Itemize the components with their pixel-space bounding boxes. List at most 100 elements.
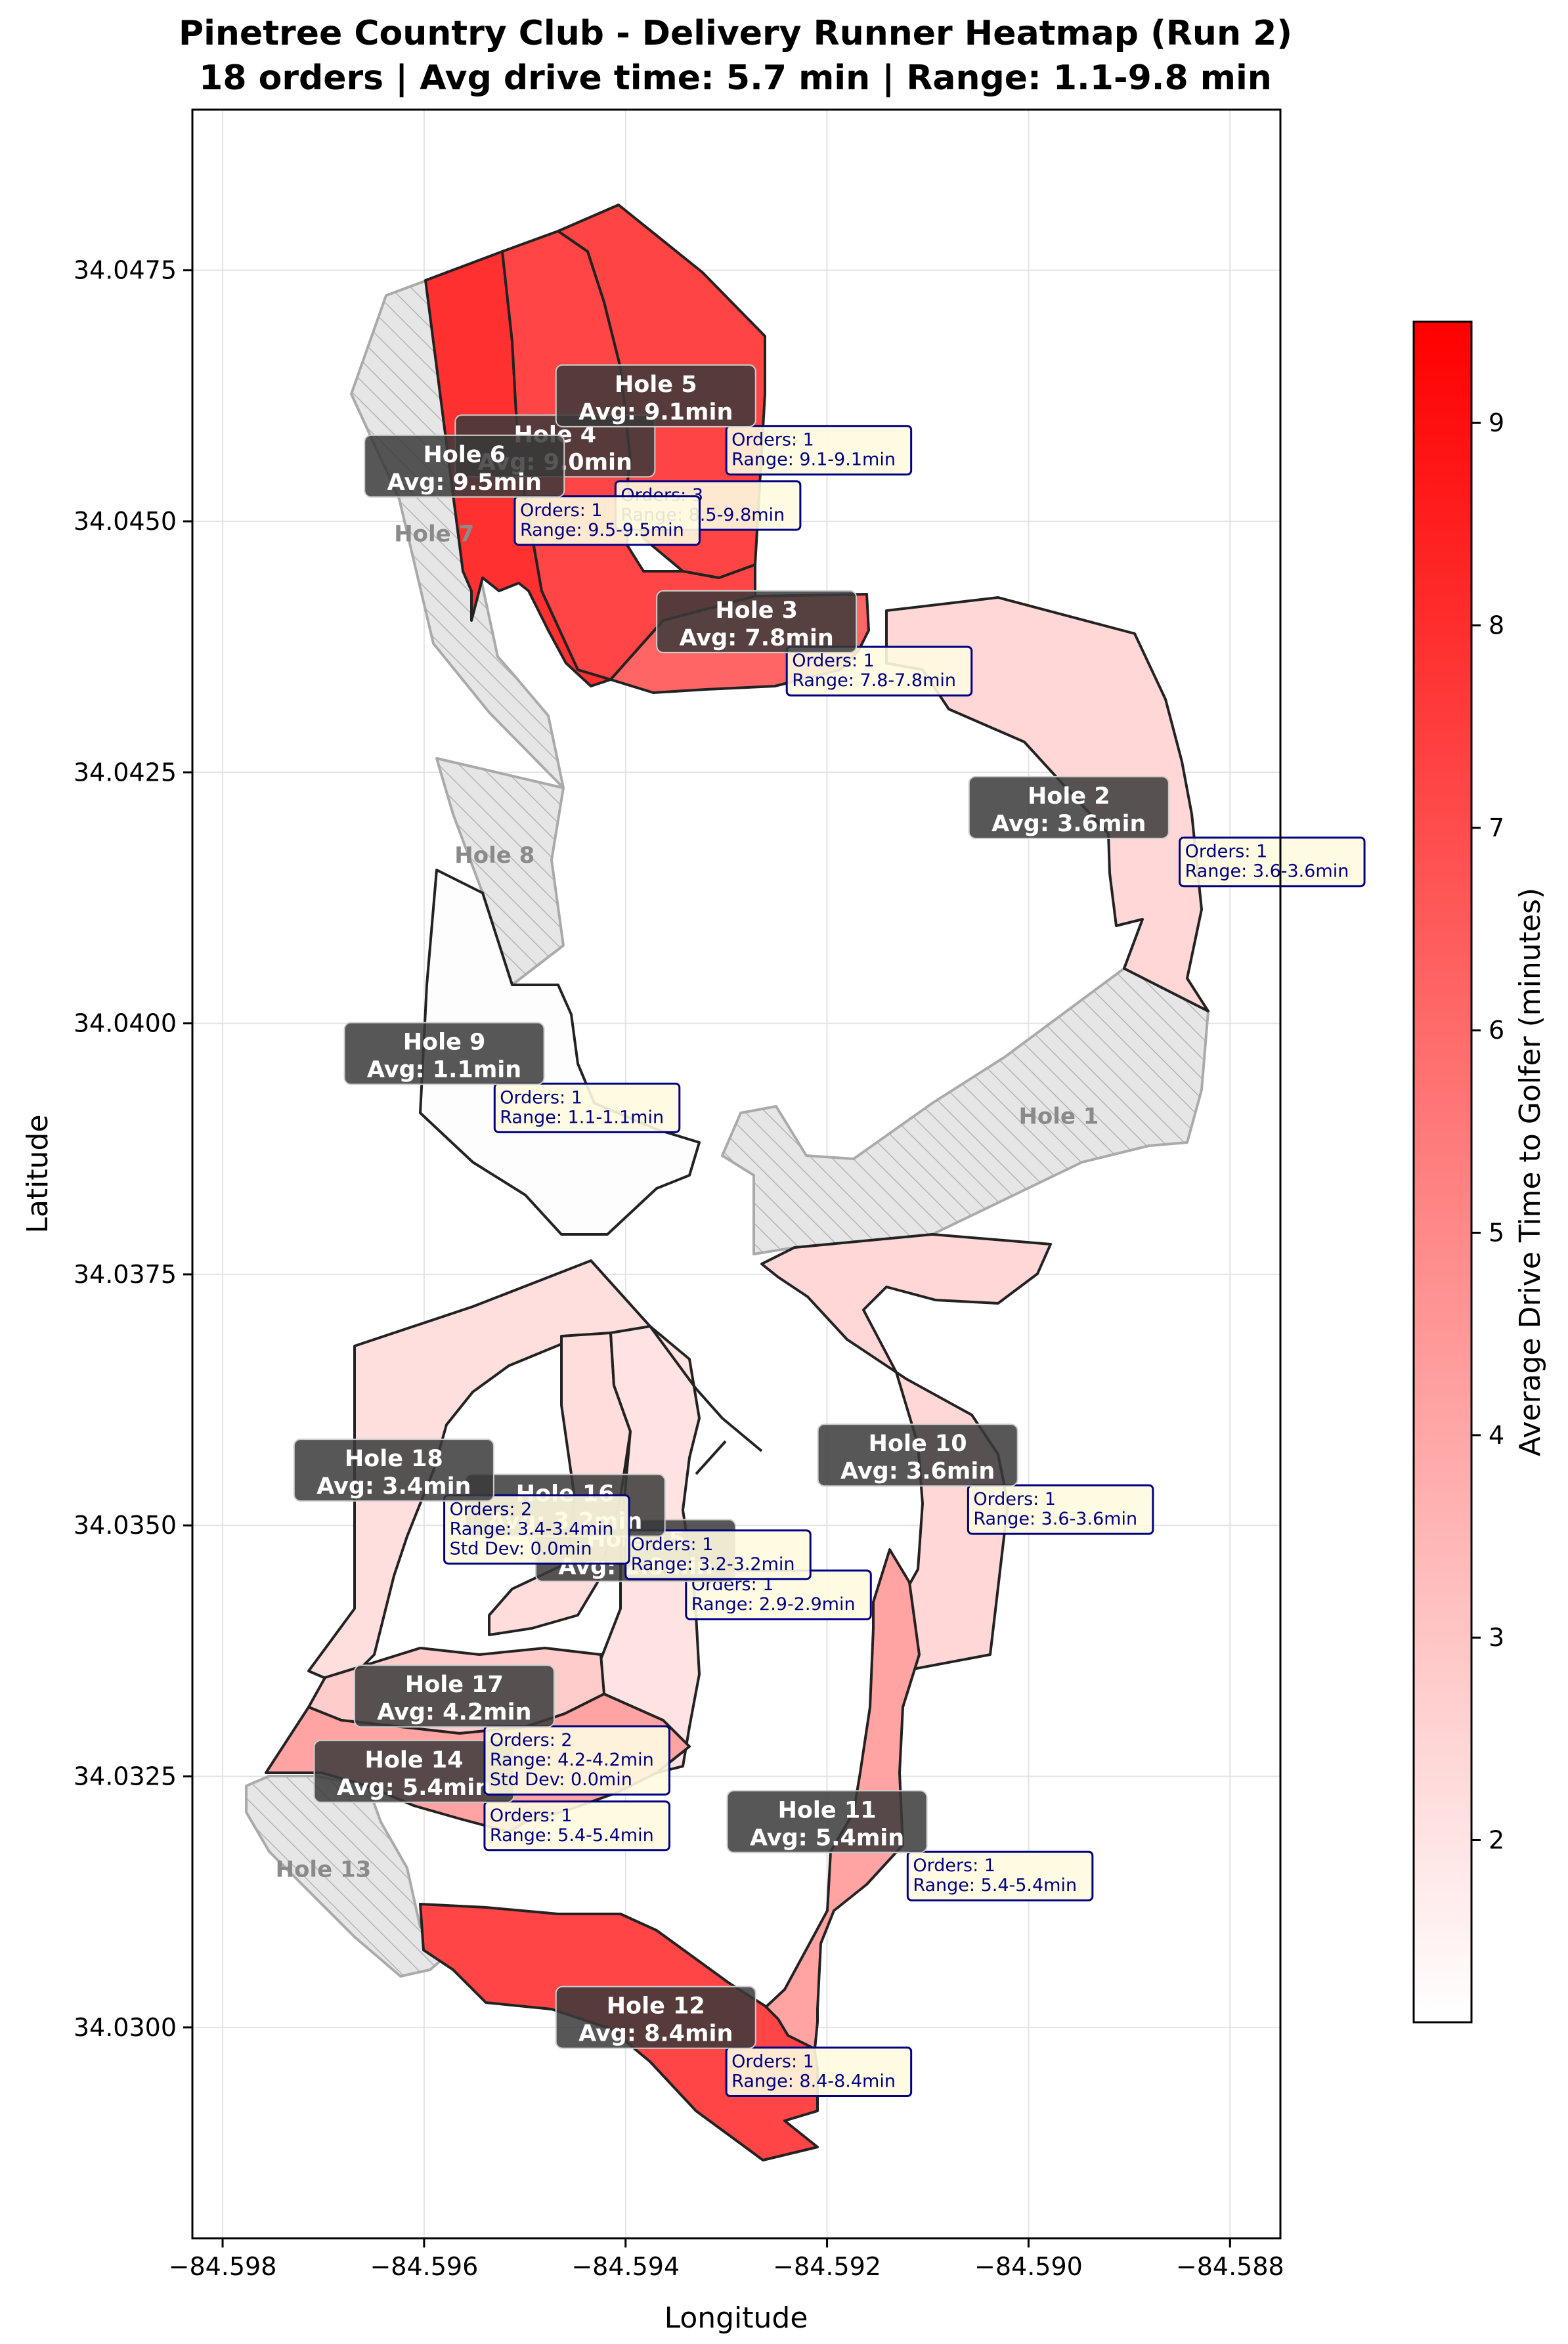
hole-avg-time: Avg: 9.1min: [578, 399, 733, 425]
x-tick-label: −84.598: [169, 2252, 277, 2281]
hole-avg-label-box: [343, 1022, 545, 1085]
hole-polygon-1: [721, 967, 1209, 1255]
hole-range-text: Range: 4.2-4.2min: [490, 1750, 654, 1770]
colorbar-tick-label: 9: [1489, 408, 1504, 437]
hole-info-box: [443, 1494, 630, 1565]
x-axis-label: Longitude: [664, 2301, 808, 2335]
hole-avg-label-box: [364, 434, 565, 498]
hole-polygon-9: [419, 869, 701, 1236]
hole-orders-count: Orders: 1: [731, 2051, 814, 2072]
hole-avg-label-box: [968, 775, 1169, 839]
hole-avg-time: Avg: 3.6min: [991, 811, 1146, 837]
y-tick-label: 34.0475: [74, 256, 177, 285]
hole-title: Hole 11: [778, 1797, 877, 1823]
hole-avg-time: Avg: 9.5min: [387, 469, 542, 496]
colorbar-tick-label: 8: [1489, 611, 1504, 640]
hole-orders-count: Orders: 1: [520, 500, 603, 521]
hole-info-box: [725, 425, 913, 476]
hole-range-text: Range: 7.8-7.8min: [792, 670, 956, 691]
hole-avg-time: Avg: 3.4min: [316, 1473, 471, 1500]
y-tick-label: 34.0325: [74, 1762, 177, 1791]
unserved-hole-label: Hole 8: [454, 842, 534, 869]
hole-info-box: [725, 2046, 913, 2097]
hole-avg-label-box: [726, 1790, 928, 1854]
hole-avg-label-box: [555, 1986, 756, 2049]
x-tick-label: −84.588: [1176, 2252, 1284, 2281]
hole-avg-label-box: [293, 1439, 494, 1502]
hole-avg-label-box: [353, 1664, 555, 1728]
hole-range-text: Range: 3.2-3.2min: [631, 1554, 795, 1574]
y-tick-label: 34.0350: [74, 1511, 177, 1540]
axis-ticks: −84.598 −84.596 −84.594 −84.592 −84.590 −84.5…: [74, 256, 1284, 2281]
hole-std-dev-text: Std Dev: 0.0min: [490, 1769, 632, 1790]
hole-title: Hole 3: [715, 597, 798, 624]
unserved-hole-labels: Hole 1 Hole 7 Hole 8 Hole 13: [276, 521, 1099, 1883]
hole-polygon-10: [760, 1233, 1052, 1672]
hole-avg-time: Avg: 5.4min: [337, 1775, 491, 1801]
hole-std-dev-text: Std Dev: 0.0min: [450, 1538, 592, 1559]
hole-range-text: Range: 3.4-3.4min: [450, 1519, 614, 1539]
hole-avg-time: Avg: 8.4min: [578, 2021, 733, 2047]
hole-title: Hole 9: [403, 1029, 486, 1055]
hole-orders-count: Orders: 1: [1185, 842, 1268, 862]
hole-avg-time: Avg: 3.6min: [840, 1458, 995, 1485]
unserved-hole-label: Hole 1: [1018, 1104, 1099, 1130]
colorbar-tick-label: 4: [1489, 1421, 1504, 1450]
hole-info-box: [493, 1082, 681, 1133]
hole-info-box: [1179, 836, 1366, 888]
hole-info-box: [483, 1800, 670, 1852]
unserved-hole-label: Hole 7: [394, 521, 474, 548]
hole-title: Hole 17: [405, 1672, 504, 1698]
hole-title: Hole 10: [869, 1431, 967, 1457]
y-tick-label: 34.0450: [74, 507, 177, 536]
y-tick-label: 34.0300: [74, 2013, 177, 2042]
hole-avg-time: Avg: 5.4min: [750, 1825, 904, 1851]
chart-subtitle: 18 orders | Avg drive time: 5.7 min | Ra…: [199, 58, 1272, 98]
hole-avg-label-box: [555, 364, 756, 427]
hole-range-text: Range: 9.5-9.5min: [520, 520, 684, 540]
hole-range-text: Range: 5.4-5.4min: [490, 1825, 654, 1846]
cart-path-line: [649, 1325, 763, 1452]
hole-title: Hole 18: [345, 1446, 443, 1472]
hole-orders-count: Orders: 1: [792, 651, 875, 671]
colorbar-ticks: 2 3 4 5 6 7 8 9: [1471, 408, 1504, 1855]
x-tick-label: −84.596: [370, 2252, 478, 2281]
hole-orders-count: Orders: 1: [913, 1856, 995, 1876]
unserved-hole-label: Hole 13: [276, 1856, 372, 1882]
hole-avg-time: Avg: 1.1min: [367, 1056, 521, 1083]
hole-title: Hole 5: [615, 372, 697, 398]
colorbar-tick-label: 6: [1489, 1016, 1504, 1045]
hole-title: Hole 12: [607, 1993, 705, 2020]
hole-avg-label-box: [817, 1423, 1018, 1487]
y-tick-label: 34.0425: [74, 758, 177, 787]
hole-orders-count: Orders: 1: [490, 1806, 573, 1826]
hole-orders-count: Orders: 1: [731, 430, 814, 450]
colorbar-tick-label: 5: [1489, 1219, 1504, 1248]
hole-avg-time: Avg: 4.2min: [377, 1699, 531, 1725]
hole-orders-count: Orders: 2: [450, 1499, 533, 1519]
y-tick-label: 34.0400: [74, 1009, 177, 1038]
hole-range-text: Range: 5.4-5.4min: [913, 1875, 1077, 1896]
hole-range-text: Range: 3.6-3.6min: [1185, 861, 1349, 882]
plot-frame: [191, 108, 1282, 2240]
colorbar-tick-label: 7: [1489, 814, 1504, 842]
x-tick-label: −84.594: [571, 2252, 680, 2281]
x-tick-label: −84.590: [974, 2252, 1083, 2281]
y-tick-label: 34.0375: [74, 1260, 177, 1289]
hole-info-box: [785, 645, 973, 697]
hole-info-box: [483, 1725, 670, 1796]
colorbar-label: Average Drive Time to Golfer (minutes): [1514, 888, 1547, 1456]
hole-avg-label-box: [656, 590, 858, 653]
y-axis-label: Latitude: [21, 1114, 54, 1233]
hole-range-text: Range: 2.9-2.9min: [691, 1594, 856, 1615]
colorbar-tick-label: 2: [1489, 1826, 1504, 1855]
colorbar: [1412, 320, 1473, 2024]
hole-range-text: Range: 8.4-8.4min: [731, 2071, 896, 2091]
hole-polygon-2: [885, 596, 1209, 1012]
colorbar-tick-label: 3: [1489, 1623, 1504, 1652]
hole-title: Hole 2: [1028, 783, 1110, 810]
hole-title: Hole 14: [365, 1747, 464, 1773]
hole-info-box: [513, 495, 701, 546]
hole-avg-time: Avg: 7.8min: [680, 625, 834, 651]
